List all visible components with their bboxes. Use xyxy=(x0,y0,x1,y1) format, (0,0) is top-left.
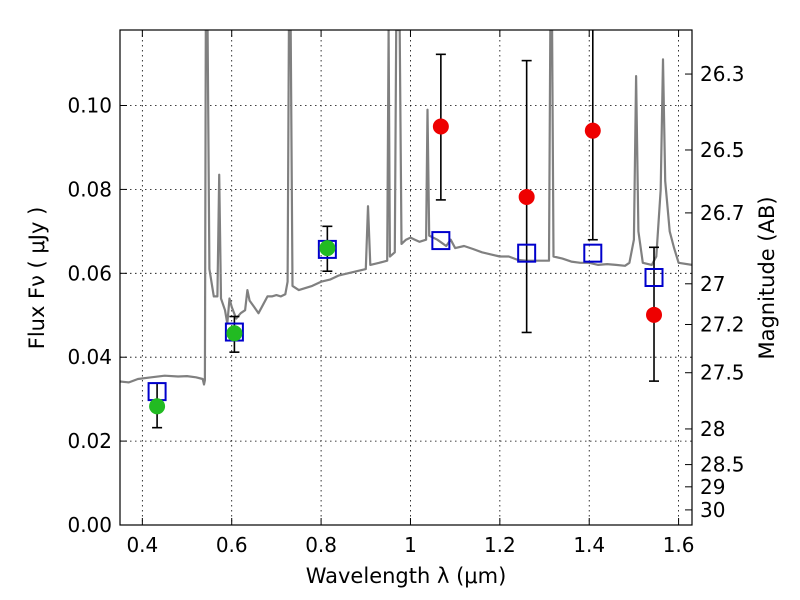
right-tick-label: 30 xyxy=(700,498,725,522)
right-tick-label: 27.5 xyxy=(700,361,745,385)
plot-frame xyxy=(119,29,693,526)
y-tick-label: 0.08 xyxy=(67,177,112,201)
right-tick-label: 26.5 xyxy=(700,138,745,162)
red-data-point xyxy=(518,188,535,205)
y-tick-label: 0.10 xyxy=(67,94,112,118)
y-tick-label: 0.04 xyxy=(67,345,112,369)
model-photometry-square xyxy=(644,268,664,287)
y-tick-label: 0.06 xyxy=(67,261,112,285)
grid-lines xyxy=(120,30,692,525)
model-spectrum-line xyxy=(120,30,692,386)
green-data-point xyxy=(319,240,336,257)
y-tick-label: 0.00 xyxy=(67,513,112,537)
right-tick-label: 28.5 xyxy=(700,453,745,477)
right-tick-label: 27 xyxy=(700,272,725,296)
red-data-point xyxy=(432,118,449,135)
y-axis-right-label: Magnitude (AB) xyxy=(755,196,779,359)
model-photometry-square xyxy=(517,243,537,263)
right-tick-label: 26.3 xyxy=(700,62,745,86)
markers xyxy=(147,118,664,415)
x-tick-label: 1.2 xyxy=(484,533,516,557)
red-data-point xyxy=(646,306,663,323)
y-axis-label: Flux Fν ( μJy ) xyxy=(25,207,49,350)
model-photometry-square xyxy=(431,231,451,251)
x-tick-label: 1.6 xyxy=(663,533,695,557)
y-tick-label: 0.02 xyxy=(67,429,112,453)
x-tick-label: 0.8 xyxy=(305,533,337,557)
x-tick-label: 1 xyxy=(404,533,417,557)
plot-area xyxy=(120,30,692,386)
right-tick-label: 26.7 xyxy=(700,201,745,225)
red-data-point xyxy=(584,122,601,139)
right-tick-label: 28 xyxy=(700,417,725,441)
green-data-point xyxy=(149,398,166,415)
right-tick-label: 27.2 xyxy=(700,312,745,336)
model-photometry-square xyxy=(583,243,603,263)
error-bars xyxy=(152,30,660,429)
x-tick-label: 0.6 xyxy=(216,533,248,557)
x-tick-label: 1.4 xyxy=(573,533,605,557)
x-tick-label: 0.4 xyxy=(126,533,158,557)
axis-ticks: 0.4 0.6 0.8 1 1.2 1.4 1.6 0.00 0.02 0.04 0.06 0.08 0… xyxy=(67,30,745,557)
right-tick-label: 29 xyxy=(700,475,725,499)
x-axis-label: Wavelength λ (μm) xyxy=(306,564,507,588)
green-data-point xyxy=(226,325,243,342)
